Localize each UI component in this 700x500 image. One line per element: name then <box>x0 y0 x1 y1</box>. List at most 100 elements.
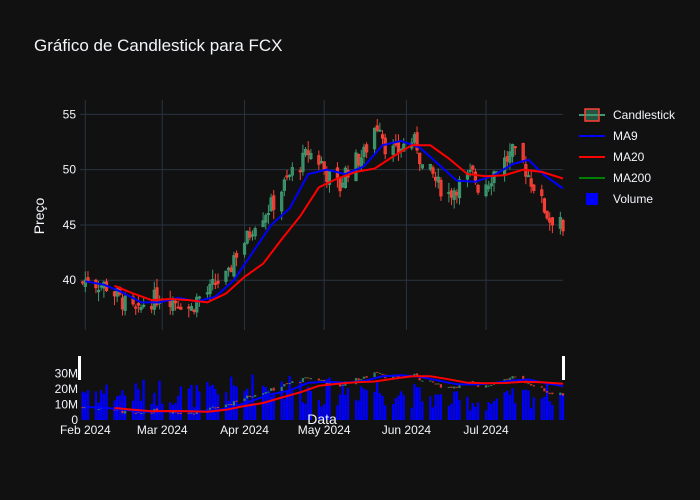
slider-candle <box>381 373 384 375</box>
slider-candle <box>471 380 474 382</box>
slider-candle <box>506 378 509 380</box>
candle-body <box>269 197 273 212</box>
candle-body <box>150 306 154 310</box>
volume-bar <box>439 394 443 420</box>
slider-candle <box>211 406 214 408</box>
candle-body <box>508 151 512 163</box>
candle-body <box>468 169 472 172</box>
volume-bar <box>540 398 543 420</box>
volume-bar <box>394 398 397 420</box>
volume-bar <box>86 390 90 420</box>
candle-body <box>447 192 451 195</box>
slider-candle <box>434 383 437 385</box>
slider-candle <box>251 396 254 398</box>
legend-item-ma9[interactable]: MA9 <box>579 129 638 143</box>
candle-body <box>317 155 321 165</box>
legend-item-ma200[interactable]: MA200 <box>579 171 651 185</box>
volume-tick-label: 20M <box>55 382 78 396</box>
slider-candle <box>447 386 450 388</box>
volume-bar <box>511 388 514 420</box>
candle-body <box>503 157 507 176</box>
legend-item-volume[interactable]: Volume <box>586 192 653 206</box>
slider-candle <box>81 407 84 409</box>
candle-body <box>224 270 228 282</box>
legend-item-ma20[interactable]: MA20 <box>579 150 645 164</box>
candle-body <box>391 145 395 155</box>
slider-candle <box>476 385 480 387</box>
candle-body <box>189 306 194 311</box>
volume-bar <box>153 392 156 420</box>
legend-item-candlestick[interactable]: Candlestick <box>579 108 676 122</box>
slider-candle <box>208 407 212 410</box>
range-slider-right-handle[interactable] <box>562 356 565 380</box>
range-slider-left-handle[interactable] <box>78 356 81 380</box>
volume-bar <box>320 406 323 420</box>
volume-bar <box>187 388 190 420</box>
volume-bar <box>137 389 140 420</box>
candle-body <box>365 144 369 153</box>
volume-bar <box>455 391 458 420</box>
legend-square-swatch <box>586 193 598 205</box>
candle-body <box>120 297 125 310</box>
candle-body <box>285 175 289 178</box>
ma9-line <box>85 139 564 304</box>
volume-bar <box>514 403 517 420</box>
date-tick-label: Mar 2024 <box>137 423 188 437</box>
volume-bar <box>142 379 145 420</box>
volume-bar <box>254 403 257 420</box>
volume-bar <box>301 402 305 420</box>
candle-body <box>420 164 424 169</box>
slider-candle <box>376 371 379 373</box>
volume-tick-label: 10M <box>55 398 78 412</box>
price-tick-label: 40 <box>63 273 77 287</box>
slider-candle <box>450 386 453 388</box>
candle-body <box>455 191 459 196</box>
volume-bar <box>410 407 413 420</box>
candle-body <box>452 190 456 200</box>
volume-bar <box>280 381 283 420</box>
candle-body <box>439 179 443 197</box>
legend-label: MA20 <box>613 150 645 164</box>
volume-bar <box>360 386 363 420</box>
candle-body <box>234 253 239 258</box>
volume-bar <box>447 405 450 420</box>
slider-candle <box>325 381 328 385</box>
candle-body <box>412 134 416 143</box>
slider-candle <box>142 412 145 414</box>
slider-candle <box>304 377 307 379</box>
candle-body <box>155 287 159 306</box>
candle-body <box>471 165 475 170</box>
legend[interactable]: Candlestick MA9 MA20 MA200 Volume <box>579 108 676 206</box>
candle-body <box>173 301 178 304</box>
slider-candle <box>97 409 100 411</box>
volume-bar <box>450 403 453 420</box>
volume-bar <box>402 395 405 420</box>
candle-body <box>383 137 387 155</box>
candle-body <box>211 279 215 285</box>
volume-bar <box>81 391 84 420</box>
candle-body <box>131 296 135 305</box>
volume-bar <box>214 388 217 420</box>
slider-candle <box>254 395 257 397</box>
volume-bar <box>346 388 350 420</box>
candle-body <box>380 134 385 139</box>
volume-bar <box>190 384 193 420</box>
candle-body <box>521 143 525 162</box>
slider-candle <box>543 388 546 392</box>
volume-bar <box>246 388 249 420</box>
slider-candle <box>397 375 400 378</box>
candle-body <box>280 191 284 212</box>
candle-body <box>372 127 377 150</box>
candle-body <box>176 306 180 309</box>
volume-bar <box>532 397 535 420</box>
price-tick-label: 55 <box>63 107 77 121</box>
candle-body <box>242 243 247 255</box>
candle-body <box>99 285 103 288</box>
slider-candle <box>179 412 182 414</box>
volume-bar <box>458 399 461 420</box>
candle-body <box>542 198 547 213</box>
volume-bar <box>134 383 137 420</box>
volume-bar <box>524 389 527 420</box>
